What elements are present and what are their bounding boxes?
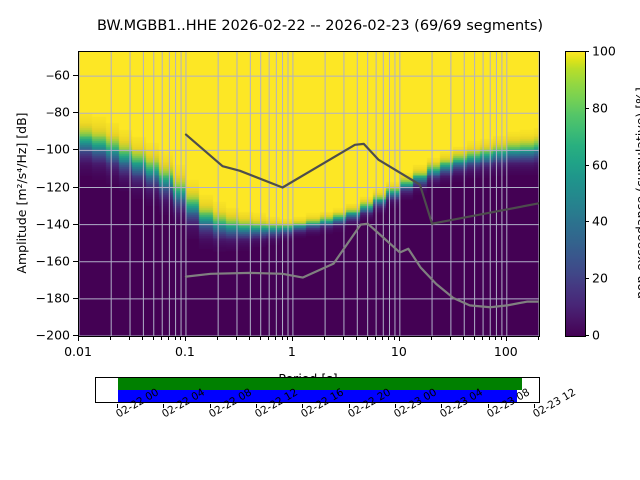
timeline-bar-psd-segments	[118, 390, 517, 402]
timeline-tick	[394, 404, 396, 408]
x-axis-tick	[235, 336, 237, 340]
colorbar-tick-label: 60	[592, 157, 608, 173]
y-axis-tick-label: −180	[35, 290, 70, 306]
colorbar-tick-label: 20	[592, 270, 608, 286]
x-axis-tick-label: 100	[493, 344, 518, 359]
x-axis-tick	[217, 336, 219, 340]
colorbar-tick-label: 80	[592, 100, 608, 116]
timeline-tick	[441, 404, 443, 408]
x-axis-tick	[342, 336, 344, 340]
x-axis-tick	[129, 336, 131, 340]
y-axis-tick-label: −100	[35, 141, 70, 157]
noise-model-curves	[184, 133, 539, 309]
timeline-tick	[348, 404, 350, 408]
x-axis-tick-label: 1	[287, 344, 296, 359]
x-axis-tick	[324, 336, 326, 340]
timeline-bar-data-coverage	[118, 378, 522, 390]
colorbar-tick-label: 40	[592, 213, 608, 229]
x-axis-tick	[398, 336, 400, 341]
x-axis-tick	[275, 336, 277, 340]
x-axis-tick	[110, 336, 112, 340]
y-axis-tick	[73, 260, 78, 262]
x-axis-tick	[161, 336, 163, 340]
x-axis-tick	[473, 336, 475, 340]
x-axis-tick	[78, 336, 80, 341]
x-axis-tick	[463, 336, 465, 340]
figure-title: BW.MGBB1..HHE 2026-02-22 -- 2026-02-23 (…	[96, 18, 544, 34]
x-axis-tick-label: 10	[390, 344, 407, 359]
x-axis-tick	[291, 336, 293, 341]
x-axis-tick	[356, 336, 358, 340]
x-axis-tick	[259, 336, 261, 340]
y-axis-tick	[73, 186, 78, 188]
ppsd-density-heatmap	[79, 52, 539, 336]
x-axis-tick	[538, 336, 539, 340]
x-axis-tick	[268, 336, 270, 340]
x-axis-tick	[184, 336, 187, 341]
x-axis-tick	[174, 336, 176, 340]
y-axis-tick-label: ‒80	[46, 104, 70, 120]
x-axis-tick	[287, 336, 288, 340]
x-axis-tick	[393, 336, 395, 340]
x-axis-tick	[249, 336, 251, 340]
x-axis-tick	[375, 336, 377, 340]
colorbar-tick	[585, 51, 589, 52]
x-axis-tick	[505, 336, 507, 341]
colorbar	[565, 51, 586, 337]
x-axis-tick	[382, 336, 384, 340]
colorbar-tick	[585, 107, 589, 109]
x-axis-tick-label: 0.1	[174, 344, 195, 359]
y-axis-tick	[73, 149, 78, 151]
y-axis-tick	[73, 223, 78, 225]
y-axis-tick-label: −120	[35, 179, 70, 194]
colorbar-tick-label: 0	[592, 327, 600, 343]
x-axis-tick-label: 0.01	[64, 344, 92, 359]
y-axis-tick-label: −200	[35, 327, 70, 343]
x-axis-tick	[388, 336, 390, 340]
timeline-tick	[117, 404, 119, 408]
x-axis-tick	[500, 336, 502, 340]
y-axis-tick	[73, 297, 78, 299]
colorbar-tick	[585, 278, 589, 280]
timeline-tick	[302, 404, 304, 408]
y-axis-tick-label: −160	[35, 253, 70, 269]
plot-gridlines	[79, 52, 539, 336]
y-axis-tick	[73, 75, 78, 77]
colorbar-title: non-exceedance (cumulative) [%]	[633, 87, 640, 299]
timeline-tick	[163, 404, 165, 408]
x-axis-tick	[431, 336, 433, 340]
x-axis-tick	[142, 336, 144, 340]
y-axis-tick	[73, 112, 78, 114]
timeline-tick	[487, 404, 489, 408]
x-axis-tick	[281, 336, 283, 340]
x-axis-tick	[495, 336, 497, 340]
y-axis-tick-label: −140	[35, 216, 70, 232]
x-axis-tick	[489, 336, 491, 340]
timeline-tick	[533, 404, 535, 408]
x-axis-tick	[366, 336, 368, 340]
x-axis-tick	[180, 336, 182, 340]
x-axis-tick	[449, 336, 451, 340]
colorbar-tick	[585, 335, 589, 336]
timeline-tick	[256, 404, 258, 408]
x-axis-tick	[168, 336, 170, 340]
x-axis-tick	[152, 336, 154, 340]
colorbar-tick	[585, 221, 589, 223]
time-coverage-bar[interactable]	[95, 377, 540, 403]
y-axis-tick-label: ‒60	[46, 67, 70, 83]
colorbar-tick-label: 100	[592, 43, 616, 59]
ppsd-plot-area[interactable]	[78, 51, 540, 337]
y-axis-title: Amplitude [m²/s⁴/Hz] [dB]	[14, 112, 29, 274]
x-axis-tick	[482, 336, 484, 340]
timeline-tick	[209, 404, 211, 408]
colorbar-tick	[585, 164, 589, 166]
y-axis-tick	[73, 335, 78, 337]
